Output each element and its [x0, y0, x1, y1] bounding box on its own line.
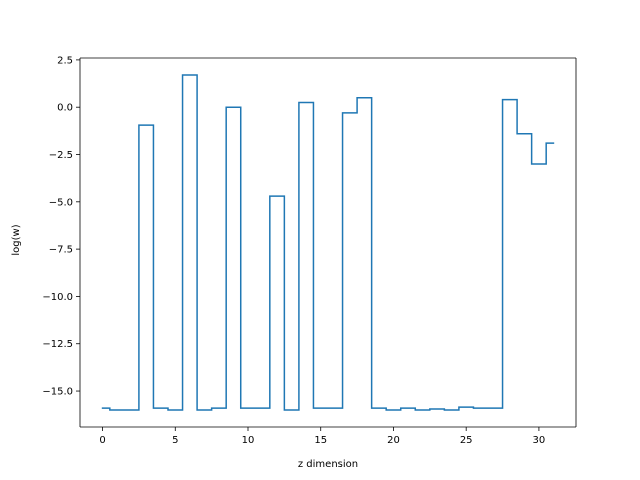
x-tick-label: 0 — [99, 435, 105, 446]
y-tick-label: −12.5 — [42, 339, 73, 350]
x-tick-label: 15 — [314, 435, 327, 446]
x-axis-label: z dimension — [298, 459, 358, 470]
y-tick-label: 0.0 — [57, 103, 73, 114]
x-tick-label: 20 — [387, 435, 400, 446]
plot-area — [101, 74, 555, 411]
y-tick-label: −5.0 — [49, 197, 73, 208]
y-tick-label: −15.0 — [42, 387, 73, 398]
x-tick-label: 5 — [172, 435, 178, 446]
y-tick-label: −10.0 — [42, 292, 73, 303]
x-tick-label: 30 — [533, 435, 546, 446]
series-line-0 — [101, 74, 555, 411]
x-tick-label: 25 — [460, 435, 473, 446]
y-tick-label: −7.5 — [49, 245, 73, 256]
y-axis-label: log(w) — [11, 224, 22, 255]
y-tick-label: −2.5 — [49, 150, 73, 161]
x-tick-label: 10 — [242, 435, 255, 446]
y-tick-label: 2.5 — [57, 55, 73, 66]
axes: 0 5 10 15 20 25 30 2.5 0.0 −2.5 −5.0 −7.5 −10.0 −12.5… — [42, 55, 577, 446]
